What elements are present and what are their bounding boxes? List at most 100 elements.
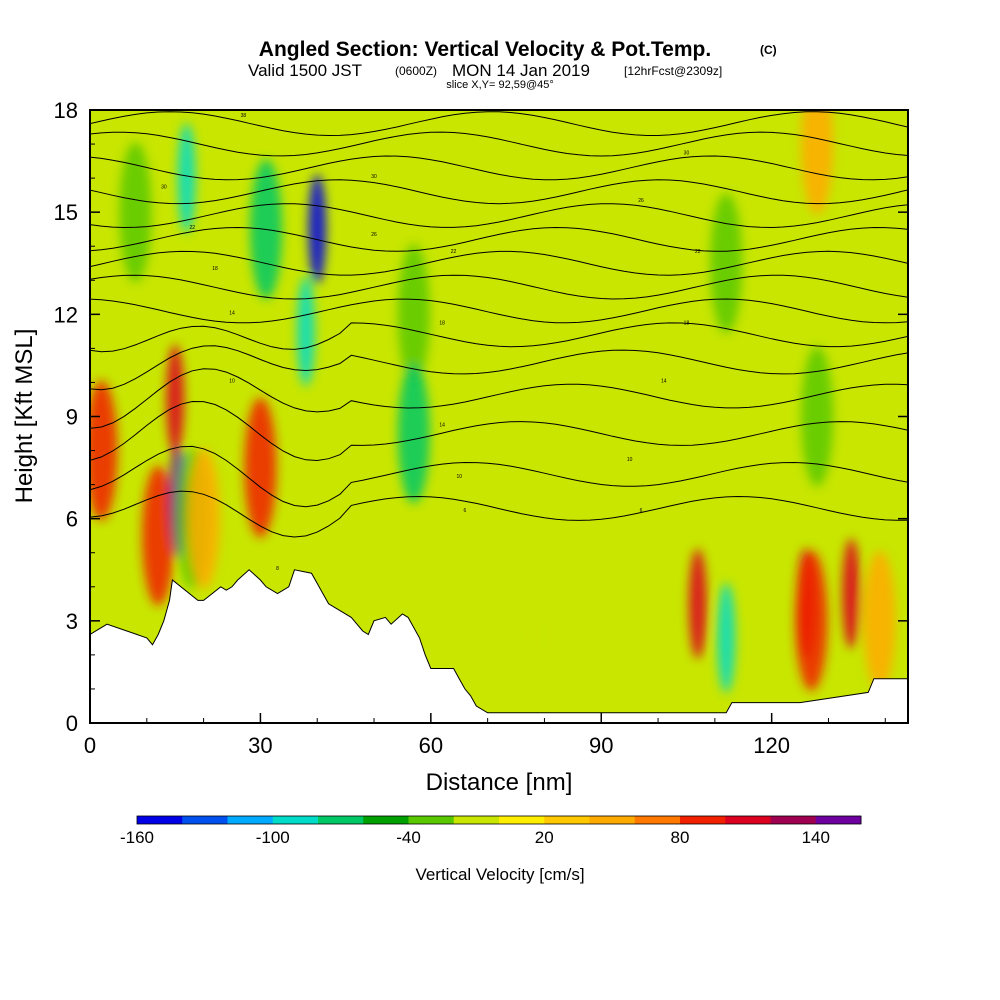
velocity-cell bbox=[166, 344, 185, 455]
isotherm-label: 6 bbox=[464, 508, 467, 514]
colorbar-swatch bbox=[182, 816, 228, 824]
x-tick-label: 60 bbox=[419, 733, 443, 758]
isotherm-line bbox=[90, 179, 908, 205]
colorbar-swatch bbox=[227, 816, 274, 824]
velocity-cell bbox=[308, 174, 327, 285]
x-tick-label: 30 bbox=[248, 733, 272, 758]
colorbar-swatch bbox=[137, 816, 183, 824]
x-tick-label: 0 bbox=[84, 733, 96, 758]
terrain-fill bbox=[90, 569, 908, 723]
velocity-cell bbox=[688, 548, 707, 659]
isotherm-line bbox=[90, 322, 908, 353]
velocity-cell bbox=[119, 142, 152, 283]
isotherm-line bbox=[90, 445, 908, 508]
colorbar-tick-label: 140 bbox=[802, 828, 830, 847]
isotherm-line bbox=[90, 226, 908, 252]
y-tick-label: 15 bbox=[54, 200, 78, 225]
isotherm-label: 8 bbox=[276, 566, 279, 572]
isotherm-label: 30 bbox=[161, 184, 167, 190]
isotherm-label: 18 bbox=[212, 266, 218, 272]
isotherm-label: 38 bbox=[241, 113, 247, 119]
colorbar-frame bbox=[136, 815, 862, 825]
slice-info: slice X,Y= 92,59@45° bbox=[446, 79, 554, 91]
forecast-info: [12hrFcst@2309z] bbox=[624, 64, 722, 78]
x-axis-label: Distance [nm] bbox=[426, 769, 573, 796]
colorbar-swatch bbox=[408, 816, 455, 824]
isotherm-label: 30 bbox=[684, 150, 690, 156]
isotherm-label: 10 bbox=[627, 457, 633, 463]
isotherm-label: 10 bbox=[229, 378, 235, 384]
isotherm-line bbox=[90, 250, 908, 276]
valid-date: MON 14 Jan 2019 bbox=[452, 61, 590, 80]
colorbar-swatch bbox=[544, 816, 590, 824]
isotherm-line bbox=[90, 274, 908, 300]
colorbar-tick-label: -40 bbox=[396, 828, 421, 847]
velocity-cell bbox=[244, 397, 277, 538]
isotherm-line bbox=[90, 400, 908, 462]
velocity-cell bbox=[801, 110, 834, 215]
plot-area: 38 30 22 18 14 10 30 26 22 18 14 10 6 8 30 26 22 18 14 10 6 bbox=[90, 110, 908, 723]
isotherm-label: 22 bbox=[695, 249, 701, 255]
isotherm-label: 14 bbox=[229, 310, 235, 316]
colorbar: -160 -100 -40 20 80 140 bbox=[120, 815, 862, 847]
isotherm-line bbox=[90, 298, 908, 324]
valid-utc: (0600Z) bbox=[395, 64, 437, 78]
colorbar-swatch bbox=[634, 816, 681, 824]
colorbar-swatch bbox=[589, 816, 636, 824]
y-tick-label: 3 bbox=[66, 609, 78, 634]
x-tick-label: 90 bbox=[589, 733, 613, 758]
isotherm-line bbox=[90, 345, 908, 391]
velocity-cell bbox=[528, 567, 561, 708]
colorbar-swatch bbox=[453, 816, 500, 824]
velocity-cell bbox=[142, 465, 175, 606]
isotherm-label: 30 bbox=[371, 174, 377, 180]
colorbar-swatch bbox=[725, 816, 771, 824]
velocity-cell bbox=[90, 380, 118, 521]
colorbar-swatch bbox=[499, 816, 545, 824]
colorbar-swatch bbox=[318, 816, 364, 824]
colorbar-swatch bbox=[363, 816, 409, 824]
isotherm-labels: 38 30 22 18 14 10 30 26 22 18 14 10 6 8 30 26 22 18 14 10 6 bbox=[161, 113, 701, 572]
y-tick-label: 9 bbox=[66, 405, 78, 430]
colorbar-swatch bbox=[272, 816, 319, 824]
velocity-cell bbox=[795, 550, 828, 691]
colorbar-tick-label: 80 bbox=[671, 828, 690, 847]
isotherm-line bbox=[90, 203, 908, 229]
colorbar-swatch bbox=[680, 816, 726, 824]
isotherm-label: 14 bbox=[439, 423, 445, 429]
isotherm-line bbox=[90, 131, 908, 157]
velocity-cell bbox=[717, 582, 736, 693]
y-tick-label: 12 bbox=[54, 302, 78, 327]
y-tick-label: 0 bbox=[66, 711, 78, 736]
valid-prefix: Valid 1500 JST bbox=[248, 61, 362, 80]
velocity-cell bbox=[842, 538, 861, 649]
terrain-layer bbox=[90, 569, 908, 723]
colorbar-swatch bbox=[770, 816, 817, 824]
velocity-cell bbox=[801, 346, 834, 487]
velocity-cell bbox=[177, 123, 196, 234]
y-axis-label: Height [Kft MSL] bbox=[11, 329, 38, 504]
isotherm-label: 18 bbox=[439, 321, 445, 327]
isotherm-label: 14 bbox=[661, 378, 667, 384]
chart-title: Angled Section: Vertical Velocity & Pot.… bbox=[259, 38, 711, 61]
isotherm-label: 22 bbox=[189, 225, 195, 231]
isotherm-line bbox=[90, 111, 908, 137]
y-tick-label: 6 bbox=[66, 507, 78, 532]
velocity-cell bbox=[397, 244, 430, 385]
isotherm-line bbox=[90, 155, 908, 181]
axes: 0 30 60 90 120 0 3 6 9 12 15 18 bbox=[54, 98, 908, 758]
isotherm-line bbox=[90, 490, 908, 538]
isotherm-line bbox=[90, 368, 908, 429]
isotherm-label: 6 bbox=[640, 508, 643, 514]
colorbar-tick-label: 20 bbox=[535, 828, 554, 847]
colorbar-swatch bbox=[815, 816, 862, 824]
colorbar-label: Vertical Velocity [cm/s] bbox=[415, 865, 584, 884]
isotherm-label: 26 bbox=[371, 232, 377, 238]
isotherm-label: 22 bbox=[451, 249, 457, 255]
isotherm-label: 10 bbox=[456, 474, 462, 480]
velocity-cell bbox=[397, 363, 430, 504]
velocity-cell bbox=[296, 276, 315, 387]
velocity-cell bbox=[187, 448, 220, 589]
colorbar-tick-label: -160 bbox=[120, 828, 154, 847]
